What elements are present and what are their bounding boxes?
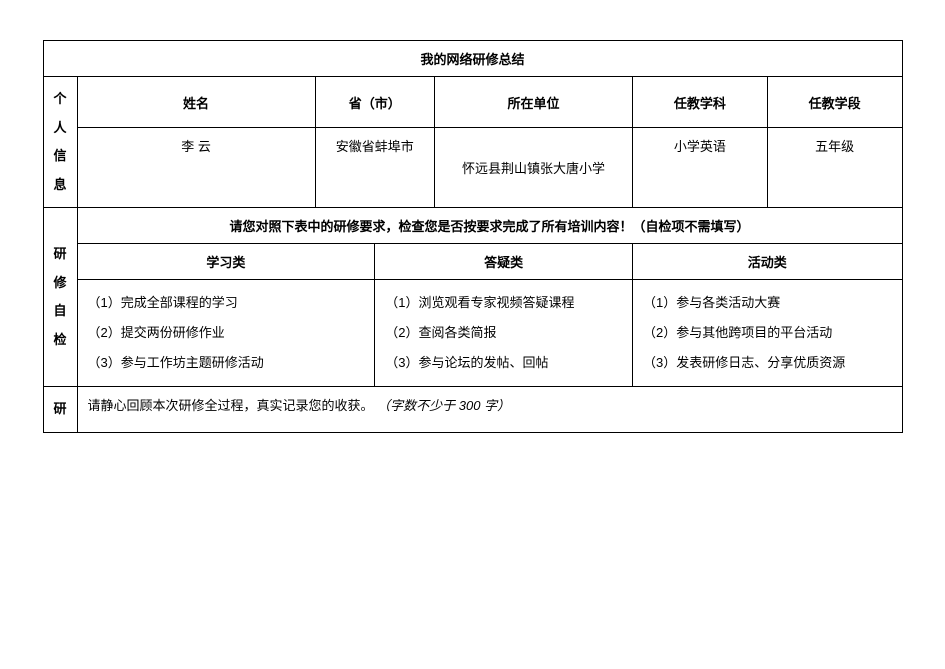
qa-items: （1）浏览观看专家视频答疑课程 （2）查阅各类简报 （3）参与论坛的发帖、回帖 — [375, 280, 633, 387]
header-name: 姓名 — [77, 77, 315, 128]
list-item: （2）参与其他跨项目的平台活动 — [643, 318, 891, 348]
summary-table: 我的网络研修总结 个 人 信 息 姓名 省（市） 所在单位 任教学科 任教学段 … — [43, 40, 903, 433]
list-item: （1）浏览观看专家视频答疑课程 — [385, 288, 622, 318]
value-name: 李 云 — [77, 128, 315, 208]
header-province: 省（市） — [315, 77, 435, 128]
value-unit: 怀远县荆山镇张大唐小学 — [435, 128, 633, 208]
list-item: （1）完成全部课程的学习 — [88, 288, 365, 318]
list-item: （3）参与工作坊主题研修活动 — [88, 348, 365, 378]
list-item: （2）查阅各类简报 — [385, 318, 622, 348]
header-subject: 任教学科 — [633, 77, 768, 128]
page-title: 我的网络研修总结 — [43, 41, 902, 77]
personal-info-label: 个 人 信 息 — [43, 77, 77, 208]
value-grade: 五年级 — [767, 128, 902, 208]
activity-items: （1）参与各类活动大赛 （2）参与其他跨项目的平台活动 （3）发表研修日志、分享… — [633, 280, 902, 387]
header-qa: 答疑类 — [375, 244, 633, 280]
list-item: （3）发表研修日志、分享优质资源 — [643, 348, 891, 378]
reflection-prompt: 请静心回顾本次研修全过程，真实记录您的收获。 （字数不少于 300 字） — [77, 387, 902, 433]
study-items: （1）完成全部课程的学习 （2）提交两份研修作业 （3）参与工作坊主题研修活动 — [77, 280, 375, 387]
header-grade: 任教学段 — [767, 77, 902, 128]
list-item: （2）提交两份研修作业 — [88, 318, 365, 348]
reflection-prompt-note: （字数不少于 300 字） — [377, 398, 510, 413]
self-check-label: 研 修 自 检 — [43, 208, 77, 387]
self-check-instruction: 请您对照下表中的研修要求，检查您是否按要求完成了所有培训内容！（自检项不需填写） — [77, 208, 902, 244]
value-subject: 小学英语 — [633, 128, 768, 208]
reflection-prompt-main: 请静心回顾本次研修全过程，真实记录您的收获。 — [88, 398, 374, 413]
list-item: （3）参与论坛的发帖、回帖 — [385, 348, 622, 378]
header-activity: 活动类 — [633, 244, 902, 280]
header-unit: 所在单位 — [435, 77, 633, 128]
header-study: 学习类 — [77, 244, 375, 280]
reflection-label: 研 — [43, 387, 77, 433]
list-item: （1）参与各类活动大赛 — [643, 288, 891, 318]
value-province: 安徽省蚌埠市 — [315, 128, 435, 208]
